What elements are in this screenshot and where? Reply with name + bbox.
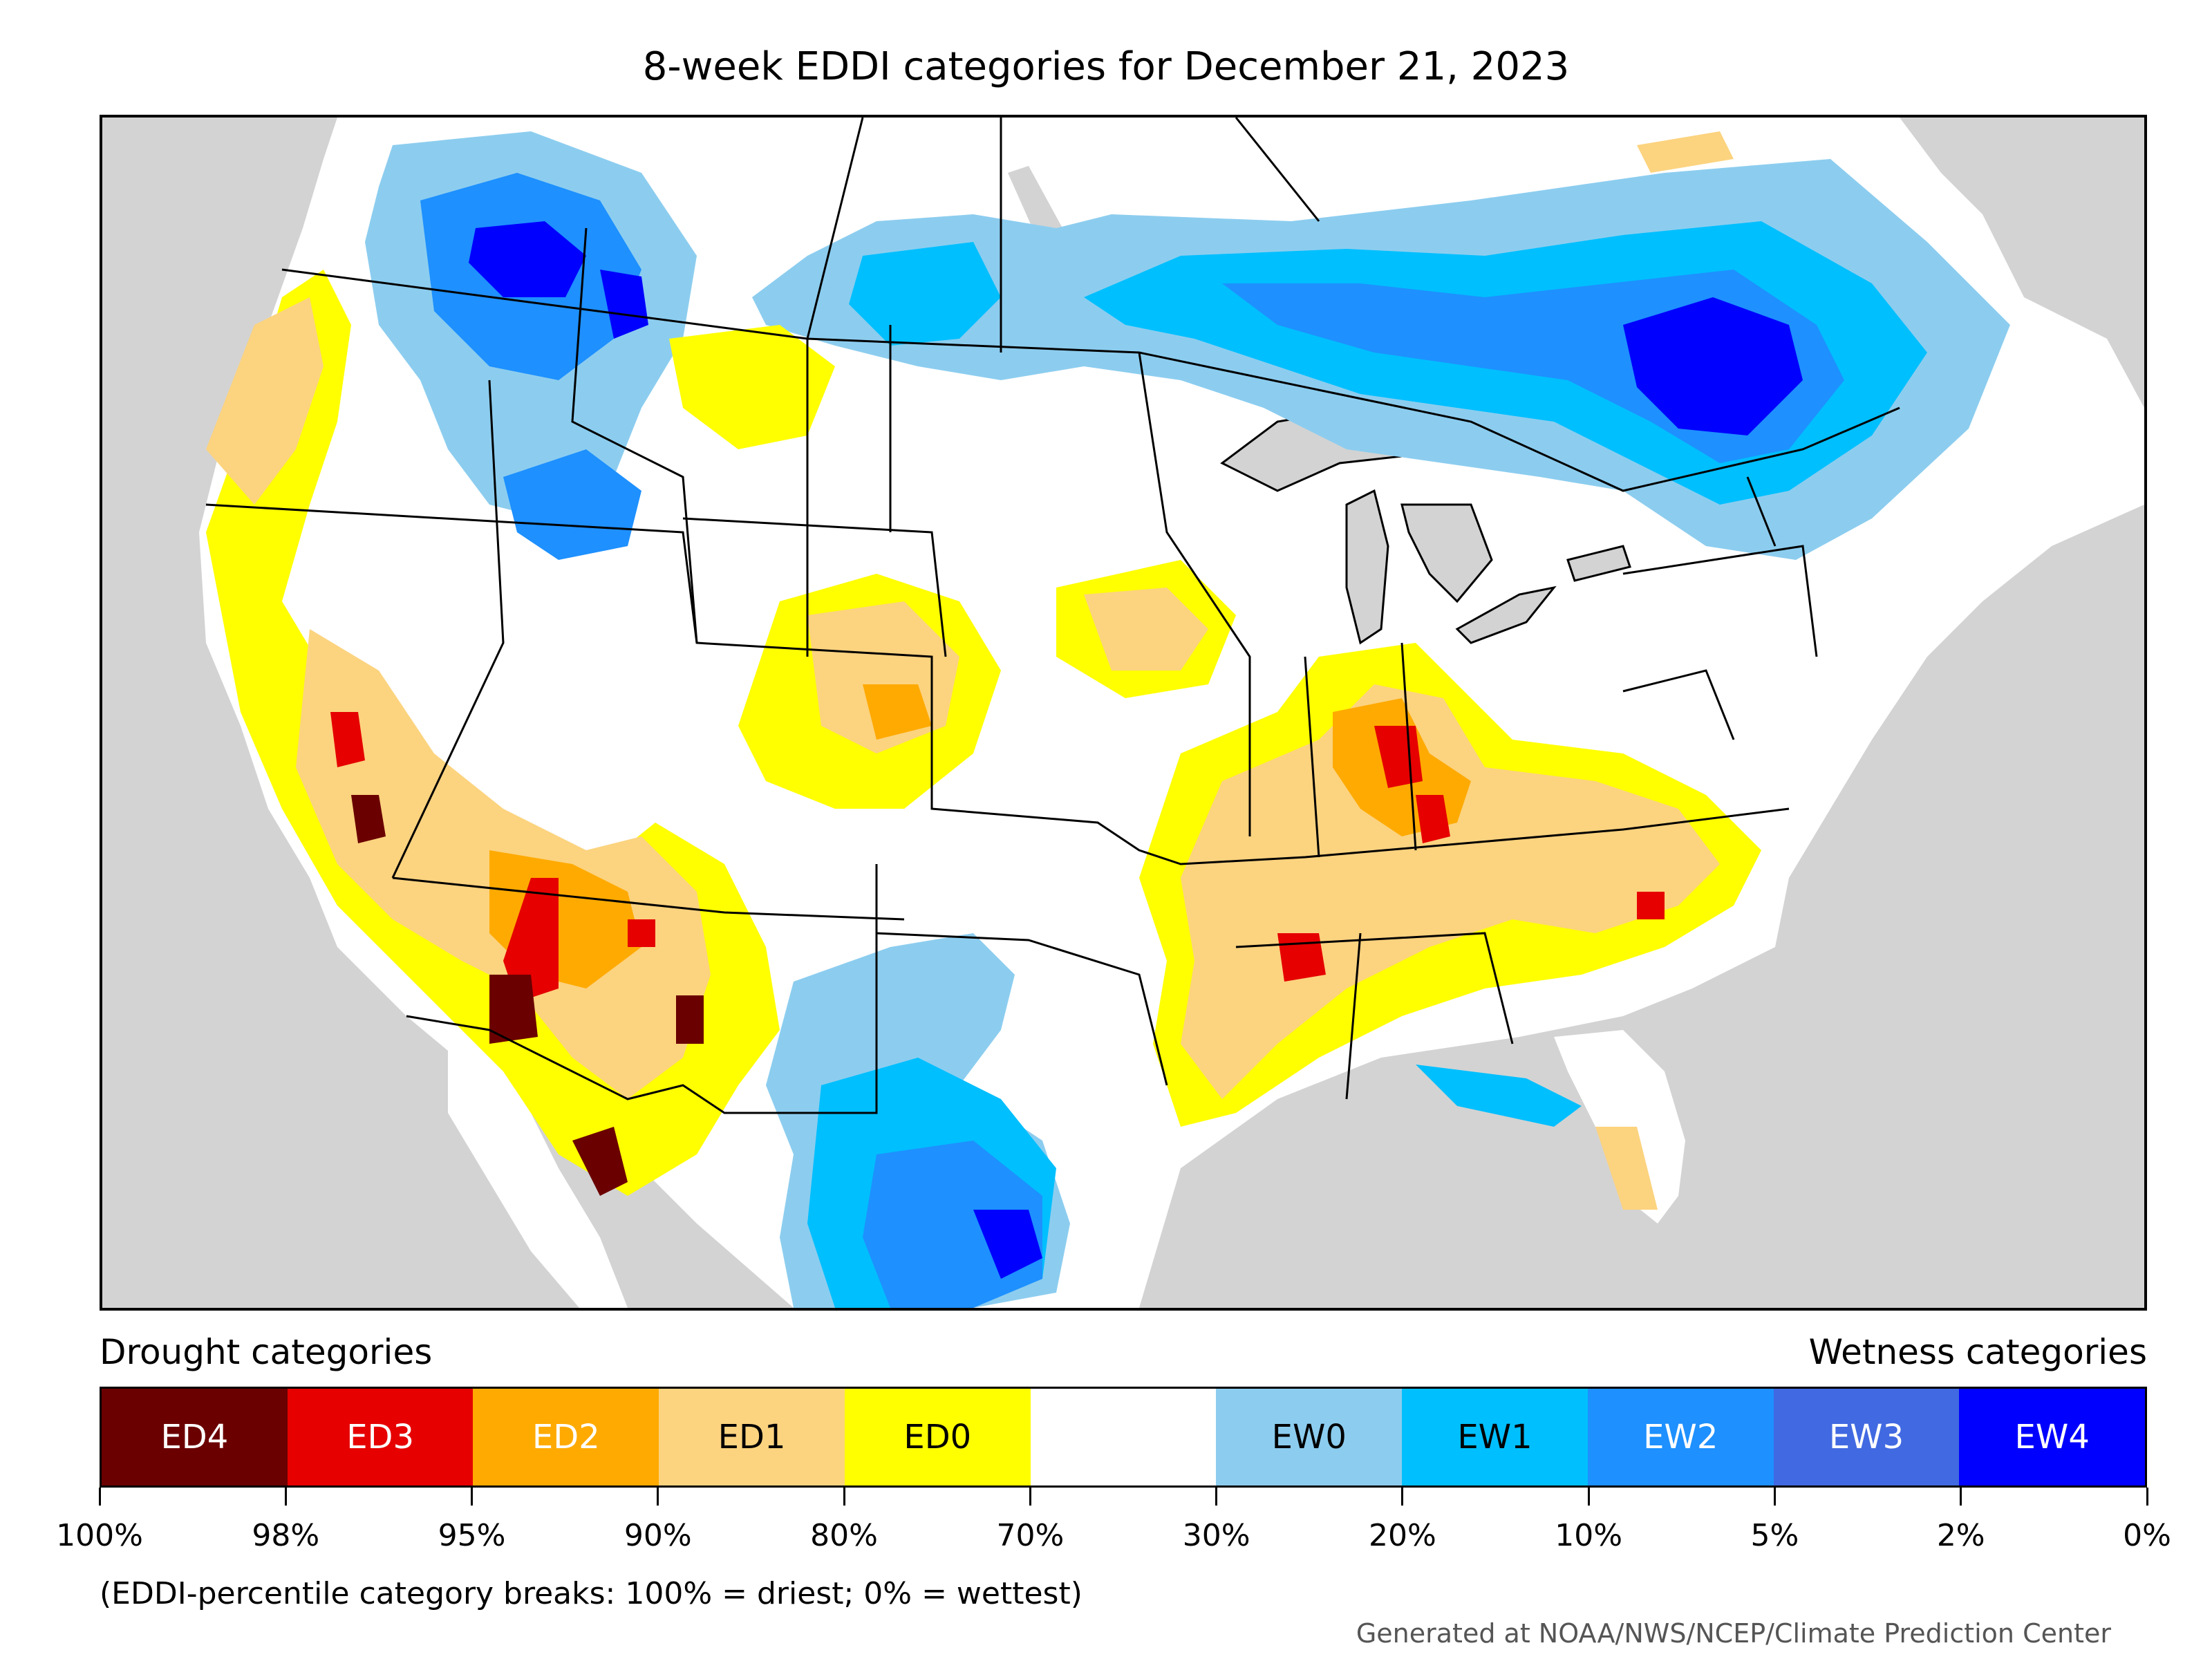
colorbar-tick [1401,1488,1404,1506]
colorbar-tick-label: 2% [1936,1518,1985,1553]
credit-line: Generated at NOAA/NWS/NCEP/Climate Predi… [1356,1618,2111,1649]
colorbar-tick [1587,1488,1590,1506]
lake-ontario [1566,545,1631,582]
lake-erie [1455,585,1557,644]
category-colorbar: ED4 ED3 ED2 ED1 ED0 EW0 EW1 EW2 EW3 EW4 [100,1387,2147,1488]
colorbar-tick [1215,1488,1218,1506]
colorbar-cell-ew2: EW2 [1587,1389,1774,1485]
wetness-categories-heading: Wetness categories [1808,1332,2147,1372]
colorbar-tick-label: 70% [996,1518,1065,1553]
colorbar-cell-ew3: EW3 [1773,1389,1960,1485]
colorbar-cell-ed0: ED0 [844,1389,1031,1485]
colorbar-cell-ed4: ED4 [102,1389,288,1485]
colorbar-tick [1029,1488,1031,1506]
colorbar-cell-ed2: ED2 [473,1389,659,1485]
state-borders [205,118,1900,1114]
colorbar-cell-ew1: EW1 [1402,1389,1588,1485]
colorbar-tick [1960,1488,1962,1506]
colorbar-tick-label: 100% [56,1518,143,1553]
colorbar-tick-label: 80% [810,1518,878,1553]
lake-michigan [1345,489,1389,645]
map-frame [100,115,2147,1311]
colorbar-cell-ed1: ED1 [659,1389,845,1485]
map-title: 8-week EDDI categories for December 21, … [642,44,1570,89]
colorbar-tick-label: 30% [1182,1518,1250,1553]
colorbar-ticks [98,1488,2148,1508]
lake-huron [1400,503,1493,603]
category-footnote: (EDDI-percentile category breaks: 100% =… [100,1576,1082,1611]
colorbar-tick [2146,1488,2148,1506]
colorbar-tick-label: 0% [2123,1518,2171,1553]
eddi-map [199,118,2144,1308]
colorbar-cell-ed3: ED3 [287,1389,474,1485]
colorbar-tick [471,1488,474,1506]
colorbar-tick-label: 10% [1555,1518,1623,1553]
colorbar-tick [657,1488,659,1506]
colorbar-tick-label: 98% [252,1518,320,1553]
colorbar-cell-ew0: EW0 [1216,1389,1403,1485]
colorbar-cell-normal [1030,1389,1217,1485]
colorbar-tick-label: 95% [438,1518,506,1553]
colorbar-tick [843,1488,845,1506]
drought-categories-heading: Drought categories [100,1332,433,1372]
colorbar-cell-ew4: EW4 [1959,1389,2146,1485]
colorbar-tick [98,1488,101,1506]
colorbar-tick-label: 20% [1369,1518,1436,1553]
colorbar-tick [1773,1488,1776,1506]
colorbar-tick-label: 90% [624,1518,692,1553]
colorbar-tick [284,1488,287,1506]
colorbar-tick-label: 5% [1750,1518,1799,1553]
